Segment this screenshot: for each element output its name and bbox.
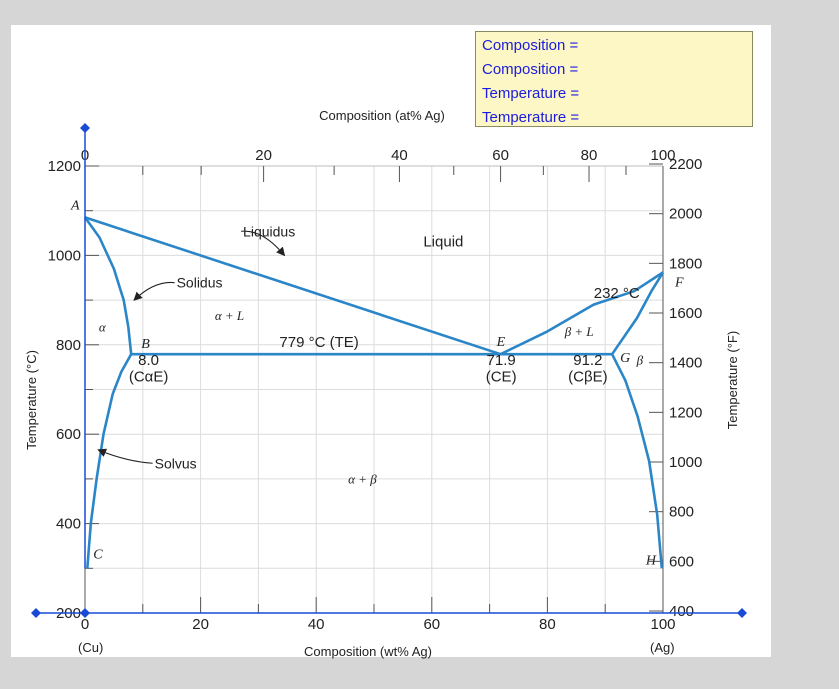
yf-tick-label: 1400 xyxy=(669,355,702,372)
point-label: A xyxy=(70,198,80,213)
x-axis-title-bottom: Composition (wt% Ag) xyxy=(304,644,432,659)
annotation-label: Solvus xyxy=(155,455,197,471)
annotation-leader xyxy=(241,230,286,257)
annotation-leader xyxy=(133,281,175,301)
point-label: H xyxy=(645,553,657,568)
phase-boundary xyxy=(86,353,133,569)
at-tick-label: 100 xyxy=(650,147,675,164)
diagram-text: 232 °C xyxy=(594,285,640,302)
x-axis-title-top: Composition (at% Ag) xyxy=(319,108,445,123)
readout-composition-wt: Composition = xyxy=(482,37,579,54)
end-label-ag: (Ag) xyxy=(650,640,675,655)
region-label: α xyxy=(99,319,107,334)
drag-handle[interactable] xyxy=(31,608,41,618)
x-tick-label: 40 xyxy=(308,616,325,633)
at-tick-label: 60 xyxy=(492,147,509,164)
region-label: β xyxy=(636,352,644,367)
readout-box: Composition = Composition = Temperature … xyxy=(475,31,753,127)
diagram-text: (CβE) xyxy=(568,368,607,385)
at-tick-label: 40 xyxy=(391,147,408,164)
point-label: B xyxy=(141,337,150,352)
annotation-label: Liquidus xyxy=(243,223,295,239)
region-label: α + β xyxy=(348,471,377,486)
diagram-text: Liquid xyxy=(423,233,463,250)
x-tick-label: 60 xyxy=(423,616,440,633)
annotation-leader xyxy=(97,448,153,464)
diagram-text: 779 °C (TE) xyxy=(279,334,358,351)
readout-temperature-f: Temperature = xyxy=(482,109,580,126)
readout-temperature-c: Temperature = xyxy=(482,85,580,102)
yc-tick-label: 1200 xyxy=(48,158,81,175)
yf-tick-label: 1200 xyxy=(669,404,702,421)
drag-handle[interactable] xyxy=(737,608,747,618)
y-axis-title-left: Temperature (°C) xyxy=(24,350,39,450)
annotation-label: Solidus xyxy=(177,275,223,291)
yf-tick-label: 1800 xyxy=(669,255,702,272)
phase-boundary xyxy=(610,353,664,569)
x-tick-label: 100 xyxy=(650,616,675,633)
y-axis-title-right: Temperature (°F) xyxy=(725,331,740,429)
at-tick-label: 80 xyxy=(581,147,598,164)
point-label: C xyxy=(93,547,103,562)
point-label: E xyxy=(496,335,506,350)
end-label-cu: (Cu) xyxy=(78,640,103,655)
yf-tick-label: 800 xyxy=(669,504,694,521)
diagram-text: 71.9 xyxy=(487,352,516,369)
phase-boundary xyxy=(84,216,502,356)
point-label: F xyxy=(674,275,684,290)
phase-boundary xyxy=(83,216,133,355)
x-tick-label: 80 xyxy=(539,616,556,633)
yf-tick-label: 2200 xyxy=(669,156,702,173)
diagram-text: (CE) xyxy=(486,368,517,385)
diagram-text: 91.2 xyxy=(573,352,602,369)
drag-handle[interactable] xyxy=(80,123,90,133)
yf-tick-label: 400 xyxy=(669,603,694,620)
yc-tick-label: 600 xyxy=(56,426,81,443)
yf-tick-label: 1000 xyxy=(669,454,702,471)
yc-tick-label: 1000 xyxy=(48,247,81,264)
phase-boundary xyxy=(611,271,665,355)
region-label: β + L xyxy=(564,324,594,339)
yc-tick-label: 800 xyxy=(56,337,81,354)
diagram-text: 8.0 xyxy=(138,352,159,369)
yf-tick-label: 600 xyxy=(669,553,694,570)
phase-boundary xyxy=(500,271,664,356)
yf-tick-label: 2000 xyxy=(669,206,702,223)
plot-panel xyxy=(11,25,771,657)
x-tick-label: 20 xyxy=(192,616,209,633)
point-label: G xyxy=(620,351,630,366)
at-tick-label: 20 xyxy=(255,147,272,164)
region-label: α + L xyxy=(215,308,244,323)
readout-composition-at: Composition = xyxy=(482,61,579,78)
diagram-text: (CαE) xyxy=(129,368,169,385)
yf-tick-label: 1600 xyxy=(669,305,702,322)
x-tick-label: 0 xyxy=(81,616,89,633)
drag-handle[interactable] xyxy=(80,608,90,618)
yc-tick-label: 400 xyxy=(56,516,81,533)
